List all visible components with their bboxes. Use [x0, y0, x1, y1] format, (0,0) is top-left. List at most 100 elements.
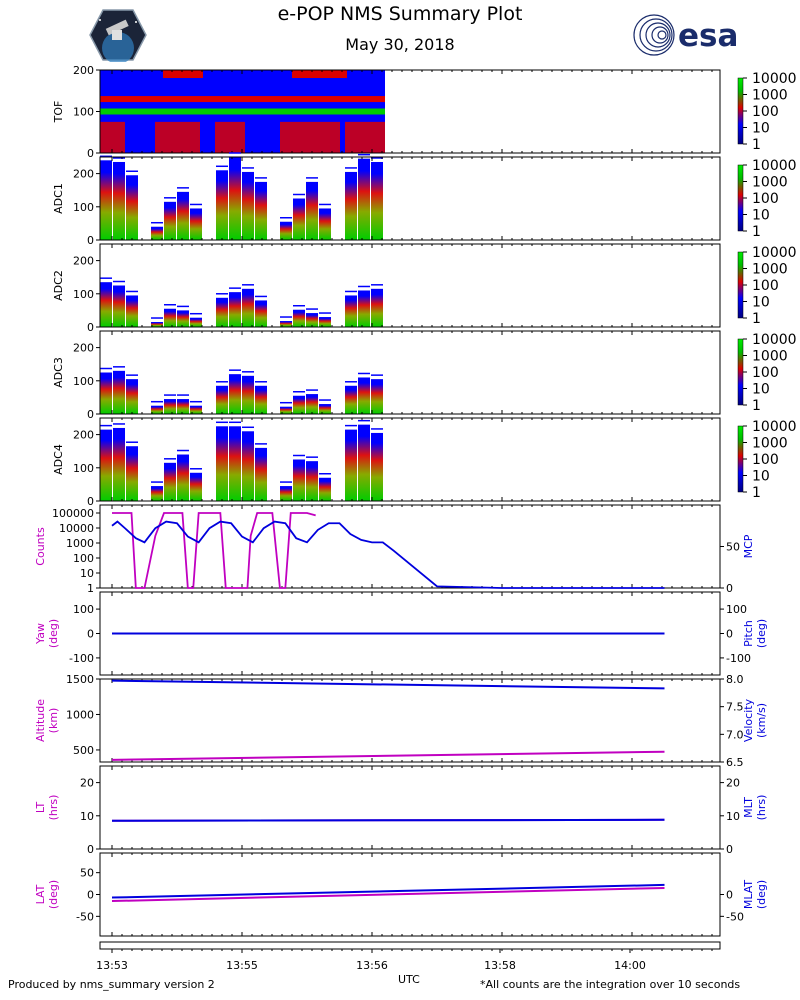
adc-bar: [126, 446, 138, 501]
left-series-line: [111, 750, 665, 761]
y-axis-label-right: MCP: [742, 534, 755, 558]
y-tick-label: 0: [87, 408, 94, 421]
y-tick-label-right: 0: [726, 889, 733, 902]
right-series-line: [111, 883, 665, 899]
panel-frame-4: [99, 417, 721, 502]
adc-bar: [345, 429, 357, 501]
adc-bar: [190, 317, 202, 327]
colorbar: [737, 251, 744, 319]
adc-bar: [177, 191, 189, 240]
x-tick-label: 13:56: [356, 959, 388, 972]
y-axis-label-left: ADC3: [52, 357, 65, 388]
adc-bar: [280, 406, 292, 414]
y-axis-label-line: LAT: [34, 884, 47, 904]
y-tick-label: 0: [87, 843, 94, 856]
panel-frame-7: [99, 678, 721, 763]
y-axis-label-line: ADC4: [52, 444, 65, 475]
colorbar-tick-label: 1: [752, 485, 761, 501]
y-axis-label-line: (deg): [47, 880, 60, 909]
y-tick-label: 100: [73, 603, 94, 616]
y-axis-label-left: LT(hrs): [34, 795, 60, 821]
y-axis-label-left: ADC2: [52, 270, 65, 301]
y-tick-label: 10000: [59, 522, 94, 535]
y-axis-label-left: LAT(deg): [34, 880, 60, 909]
adc-bar: [190, 472, 202, 501]
y-axis-label-left: Yaw(deg): [34, 619, 60, 648]
y-tick-label-right: -50: [726, 910, 744, 923]
y-tick-label: 100: [73, 375, 94, 388]
adc-bar: [255, 181, 267, 240]
y-tick-label-right: 10: [726, 810, 740, 823]
adc-bar: [280, 486, 292, 501]
y-tick-label: 20: [80, 777, 94, 790]
adc-bar: [113, 427, 125, 501]
y-axis-label-right: MLAT(deg): [742, 880, 768, 910]
adc-bar: [164, 399, 176, 414]
colorbar-tick-label: 10: [752, 469, 770, 485]
adc-bar: [371, 379, 383, 414]
panel-frame-8: [99, 765, 721, 850]
y-axis-label-line: (deg): [755, 880, 768, 909]
adc-bar: [345, 385, 357, 414]
colorbar-tick-label: 1000: [752, 436, 788, 452]
adc-bar: [216, 170, 228, 240]
adc-bar: [151, 322, 163, 327]
y-tick-label: -100: [69, 652, 94, 665]
y-tick-label: 0: [87, 495, 94, 508]
y-tick-label: 0: [87, 628, 94, 641]
adc-bar: [280, 221, 292, 240]
adc-bar: [306, 461, 318, 501]
panel-frame-5: [99, 504, 721, 589]
y-tick-label: 100: [73, 462, 94, 475]
adc-bar: [100, 429, 112, 501]
y-axis-label-line: TOF: [52, 101, 65, 124]
x-tick-label: 13:53: [96, 959, 128, 972]
adc-bar: [319, 208, 331, 240]
panel-frame-2: [99, 243, 721, 328]
adc-bar: [126, 175, 138, 240]
adc-bar: [216, 385, 228, 414]
y-tick-label-right: 0: [726, 582, 733, 595]
right-series-line: [111, 818, 665, 822]
y-tick-label: -50: [76, 910, 94, 923]
y-axis-label-left: ADC4: [52, 444, 65, 475]
y-tick-label: 10: [80, 567, 94, 580]
y-tick-label: 1500: [66, 673, 94, 686]
y-tick-label: 200: [73, 429, 94, 442]
adc-bar: [345, 171, 357, 240]
adc-bar: [293, 395, 305, 414]
adc-bar: [306, 313, 318, 327]
adc-bar: [190, 405, 202, 414]
y-tick-label: 10: [80, 810, 94, 823]
y-tick-label: 500: [73, 744, 94, 757]
tof-band: [100, 108, 385, 115]
plot-date: May 30, 2018: [345, 35, 455, 54]
y-axis-label-line: Yaw: [34, 623, 47, 645]
y-axis-label-left: Altitude(km): [34, 699, 60, 742]
x-tick-label: 13:58: [484, 959, 516, 972]
time-axis-strip: [99, 941, 721, 950]
y-tick-label: 200: [73, 168, 94, 181]
y-tick-label-right: 6.5: [726, 756, 744, 769]
adc-bar: [242, 431, 254, 501]
adc-bar: [216, 426, 228, 501]
y-tick-label: 50: [80, 867, 94, 880]
adc-bar: [216, 297, 228, 327]
y-tick-label: 0: [87, 321, 94, 334]
adc-bar: [358, 158, 370, 240]
colorbar-tick-label: 1: [752, 224, 761, 240]
adc-bar: [113, 285, 125, 327]
y-axis-label-line: LT: [34, 802, 47, 814]
colorbar-tick-label: 1000: [752, 175, 788, 191]
adc-bar: [371, 161, 383, 240]
page-title: e-POP NMS Summary Plot: [277, 3, 523, 25]
adc-bar: [164, 308, 176, 327]
y-axis-label-left: Counts: [34, 527, 47, 566]
adc-bar: [229, 426, 241, 501]
y-axis-label-line: (deg): [47, 619, 60, 648]
adc-bar: [371, 288, 383, 327]
adc-bar: [358, 424, 370, 501]
adc-bar: [319, 317, 331, 327]
mcp-line: [111, 520, 665, 589]
y-tick-label: 200: [73, 342, 94, 355]
